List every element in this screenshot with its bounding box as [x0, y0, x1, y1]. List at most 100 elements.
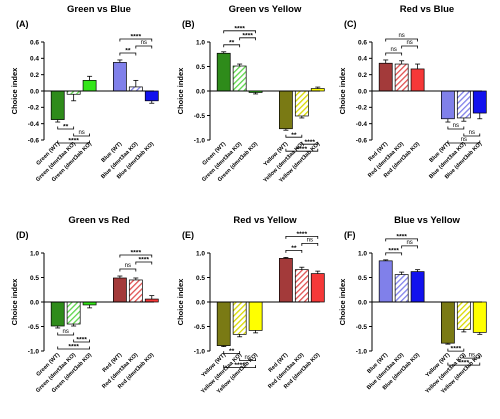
significance-bracket	[119, 268, 137, 272]
significance-label: ns	[469, 130, 475, 136]
bar	[394, 274, 409, 303]
bar	[128, 279, 143, 303]
significance-bracket	[301, 243, 319, 246]
chart-panel-6: Blue vs Yellow (F) Choice index -1.0 -0.5 0.0…	[338, 215, 487, 395]
y-tick-label: 0.6	[30, 39, 39, 46]
y-tick-label: 0.0	[196, 299, 205, 306]
significance-bracket	[401, 245, 418, 249]
significance-bracket	[223, 351, 241, 354]
significance-bracket	[447, 362, 481, 366]
significance-bracket	[135, 45, 153, 49]
bar	[50, 90, 65, 120]
y-tick-label: -0.4	[28, 121, 40, 128]
bar	[410, 68, 425, 92]
y-tick-label: -0.5	[356, 324, 368, 331]
bar	[232, 301, 247, 335]
significance-label: ns	[141, 40, 147, 46]
significance-bracket	[119, 38, 153, 42]
significance-label: ns	[406, 40, 412, 46]
y-tick-label: 0.2	[30, 72, 39, 79]
chart-panel-3: Red vs Blue (C) Choice index -0.6 -0.4 -0.2 0.…	[338, 4, 487, 180]
y-axis-label: Choice index	[10, 278, 19, 326]
chart-panel-1: Green vs Blue (A) Choice index -0.6 -0.4 -0.2…	[10, 4, 159, 183]
significance-label: ****	[234, 362, 245, 369]
y-tick-label: -0.4	[356, 121, 368, 128]
y-tick-label: -0.5	[194, 113, 206, 120]
panel-title: Red vs Blue	[400, 4, 454, 15]
bar	[248, 301, 263, 331]
y-tick-label: -0.5	[194, 324, 206, 331]
significance-bracket	[57, 346, 90, 350]
panel-label: (F)	[344, 230, 356, 240]
significance-bracket	[223, 44, 241, 48]
bar	[394, 63, 409, 92]
bar	[82, 80, 97, 92]
y-tick-label: 0.5	[358, 275, 367, 282]
significance-bracket	[447, 140, 481, 144]
significance-label: ns	[391, 47, 397, 53]
y-axis-label: Choice index	[338, 67, 347, 115]
significance-label: ns	[461, 137, 467, 143]
bar	[294, 90, 309, 117]
bar	[50, 301, 65, 327]
significance-label: **	[291, 132, 297, 139]
y-tick-label: -1.0	[356, 348, 368, 355]
panel-title: Green vs Yellow	[229, 4, 302, 15]
significance-bracket	[119, 52, 137, 56]
y-tick-label: 0.0	[358, 299, 367, 306]
significance-label: ****	[297, 146, 308, 153]
bar	[278, 258, 293, 303]
panel-label: (B)	[182, 19, 195, 29]
significance-label: **	[291, 245, 297, 252]
significance-bracket	[285, 148, 319, 152]
significance-label: ****	[131, 34, 142, 41]
bar	[278, 90, 293, 130]
y-tick-label: 0.0	[30, 88, 39, 95]
significance-label: ****	[305, 139, 316, 146]
bar	[378, 260, 393, 303]
significance-bracket	[463, 133, 481, 137]
significance-bracket	[385, 238, 418, 242]
significance-bracket	[463, 355, 481, 359]
significance-label: ns	[453, 123, 459, 129]
bar	[232, 65, 247, 92]
bar	[472, 90, 487, 114]
significance-label: ****	[76, 337, 87, 344]
significance-bracket	[135, 261, 153, 265]
bar	[112, 277, 127, 303]
y-axis-label: Choice index	[176, 67, 185, 115]
bar	[216, 52, 231, 92]
significance-label: ns	[125, 263, 131, 269]
significance-bracket	[73, 133, 90, 137]
y-tick-label: 1.0	[196, 39, 205, 46]
bar	[456, 90, 471, 119]
y-tick-label: 0.4	[30, 56, 39, 63]
significance-bracket	[385, 252, 403, 256]
significance-label: **	[63, 124, 69, 131]
bar	[294, 269, 309, 303]
significance-bracket	[239, 37, 256, 41]
y-axis-label: Choice index	[176, 278, 185, 326]
significance-label: **	[229, 39, 235, 46]
panel-label: (D)	[16, 230, 29, 240]
y-tick-label: 0.0	[358, 88, 367, 95]
y-tick-label: 0.0	[196, 88, 205, 95]
significance-label: ns	[63, 329, 69, 335]
bar	[440, 301, 455, 344]
bar	[216, 301, 231, 346]
significance-label: **	[229, 348, 235, 355]
y-tick-label: -0.5	[28, 324, 40, 331]
bar	[112, 62, 127, 92]
panel-label: (C)	[344, 19, 357, 29]
significance-bracket	[385, 38, 418, 42]
bar	[378, 62, 393, 92]
significance-bracket	[447, 348, 465, 352]
y-tick-label: 0.5	[196, 275, 205, 282]
significance-label: ****	[139, 257, 150, 264]
chart-panel-4: Green vs Red (D) Choice index -1.0 -0.5 0.0 0.…	[10, 215, 159, 394]
significance-bracket	[285, 250, 303, 253]
significance-label: ****	[131, 250, 142, 257]
significance-bracket	[57, 332, 75, 336]
significance-label: ns	[78, 130, 84, 136]
